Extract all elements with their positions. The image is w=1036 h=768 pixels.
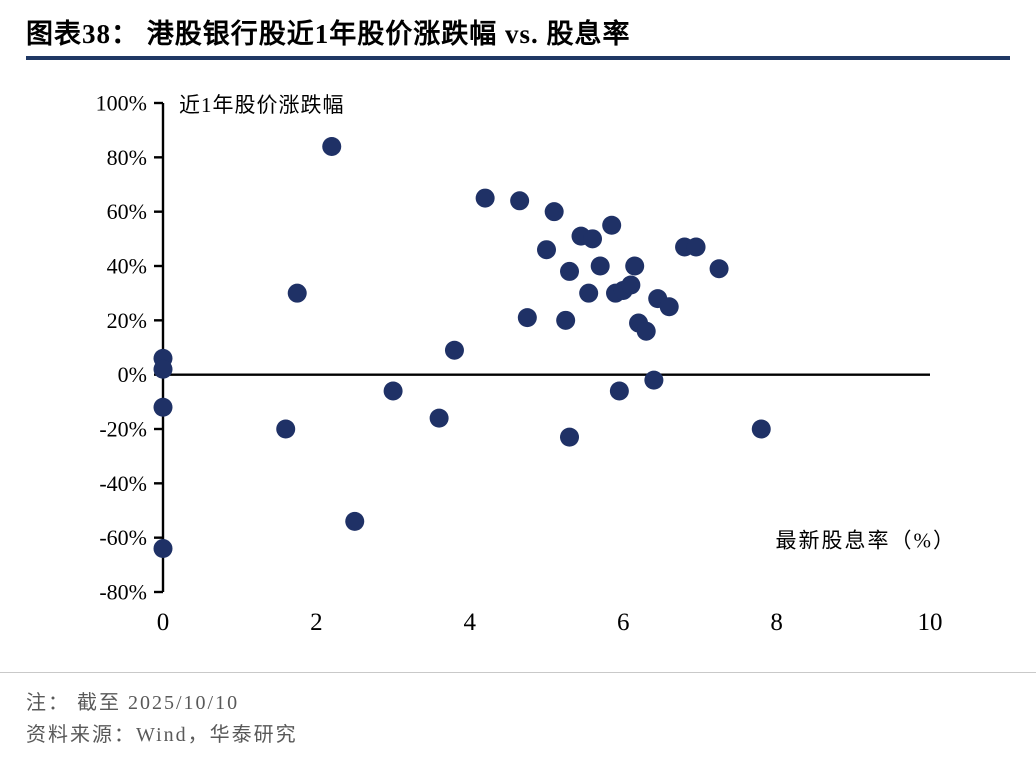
- scatter-point: [556, 310, 576, 330]
- chart-title: 图表38： 港股银行股近1年股价涨跌幅 vs. 股息率: [26, 12, 631, 51]
- y-tick-label: 80%: [107, 145, 147, 170]
- scatter-point: [659, 297, 679, 317]
- y-tick-label: 40%: [107, 254, 147, 279]
- footer-note: 注： 截至 2025/10/10: [26, 692, 240, 714]
- scatter-point: [153, 397, 173, 417]
- scatter-point: [322, 136, 342, 156]
- scatter-point: [751, 419, 771, 439]
- footer-source: 资料来源：Wind，华泰研究: [26, 724, 298, 746]
- scatter-point: [444, 340, 464, 360]
- scatter-point: [579, 283, 599, 303]
- scatter-point: [709, 259, 729, 279]
- title-underline: [26, 56, 1010, 60]
- y-tick-label: -80%: [99, 580, 147, 605]
- scatter-point: [153, 359, 173, 379]
- x-tick-label: 2: [310, 609, 323, 636]
- y-tick-label: 20%: [107, 308, 147, 333]
- scatter-chart: 100% 80% 60% 40% 20% 0% -20% -40% -60% -80% 0 2 4 6 8 1…: [96, 91, 957, 637]
- scatter-point: [383, 381, 403, 401]
- y-tick-label: 0%: [118, 362, 147, 387]
- x-tick-label: 8: [770, 609, 783, 636]
- scatter-point: [544, 202, 564, 222]
- y-tick-label: 100%: [96, 91, 147, 116]
- scatter-point: [686, 237, 706, 257]
- scatter-point: [602, 215, 622, 235]
- scatter-point: [644, 370, 664, 390]
- scatter-point: [345, 511, 365, 531]
- scatter-point: [621, 275, 641, 295]
- y-axis-title: 近1年股价涨跌幅: [179, 93, 345, 117]
- scatter-point: [636, 321, 656, 341]
- y-tick-label: -60%: [99, 525, 147, 550]
- scatter-point: [287, 283, 307, 303]
- x-tick-label: 6: [617, 609, 630, 636]
- scatter-point: [517, 308, 537, 328]
- x-tick-label: 10: [918, 609, 943, 636]
- chart-title-prefix: 图表38：: [26, 19, 139, 49]
- scatter-point: [560, 427, 580, 447]
- scatter-point: [609, 381, 629, 401]
- scatter-point: [153, 539, 173, 559]
- scatter-point: [537, 240, 556, 260]
- chart-title-text: 港股银行股近1年股价涨跌幅 vs. 股息率: [146, 19, 631, 49]
- scatter-point: [625, 256, 645, 276]
- scatter-point: [276, 419, 296, 439]
- scatter-point: [590, 256, 610, 276]
- scatter-point: [560, 261, 580, 281]
- footer-divider: [0, 672, 1036, 673]
- scatter-point: [429, 408, 449, 428]
- scatter-point: [475, 188, 495, 208]
- scatter-point: [583, 229, 603, 249]
- x-tick-label: 4: [464, 609, 477, 636]
- y-tick-label: 60%: [107, 199, 147, 224]
- x-axis-title: 最新股息率（%）: [776, 528, 957, 552]
- x-tick-label: 0: [157, 609, 170, 636]
- y-tick-label: -20%: [99, 417, 147, 442]
- y-tick-label: -40%: [99, 471, 147, 496]
- scatter-point: [510, 191, 530, 211]
